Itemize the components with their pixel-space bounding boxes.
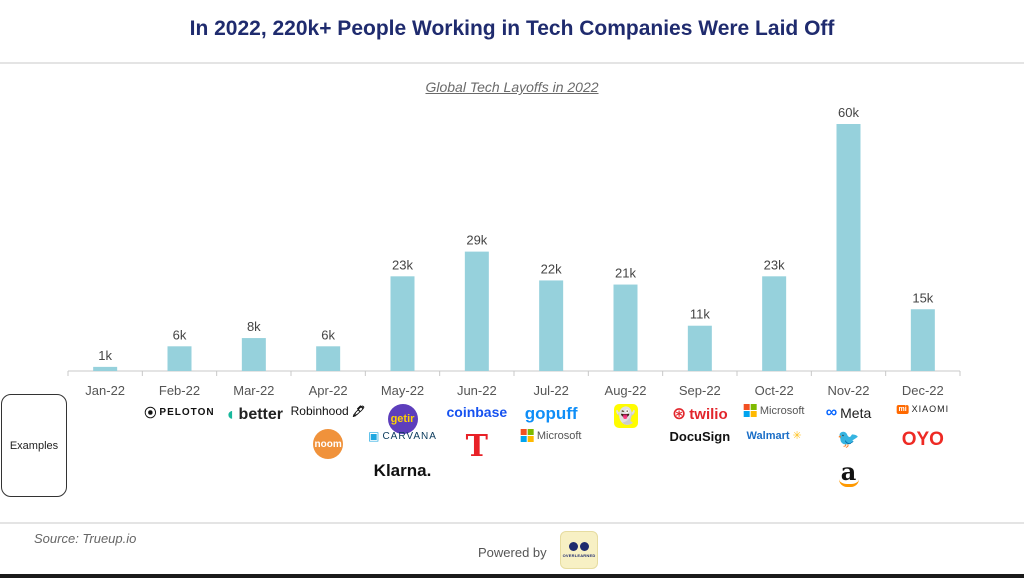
logo-mark-icon: ◖ xyxy=(224,404,236,424)
logo-text: DocuSign xyxy=(669,429,731,444)
snapchat-icon: 👻 xyxy=(613,404,638,428)
badge-text: OVERLEARNED xyxy=(562,553,596,558)
logo-text: noom xyxy=(314,438,342,450)
data-label: 8k xyxy=(247,319,261,334)
coinbase-logo: coinbase xyxy=(446,404,507,420)
powered-by-label: Powered by xyxy=(478,545,547,560)
data-label: 60k xyxy=(838,105,859,120)
logo-text: Microsoft xyxy=(759,404,805,417)
klarna-logo: Klarna. xyxy=(374,461,432,481)
data-label: 6k xyxy=(173,327,187,342)
x-tick-label: Jun-22 xyxy=(457,383,497,398)
logo-text: coinbase xyxy=(446,404,508,420)
logo-text: OYO xyxy=(901,429,944,450)
x-tick-label: Aug-22 xyxy=(605,383,647,398)
logo-mark-icon: ▣ xyxy=(368,429,380,443)
bar-chart: 1k Jan-22 6k Feb-22 8k Mar-22 6k Apr-22 23k May-2… xyxy=(67,105,961,398)
peloton-logo: ⦿ PELOTON xyxy=(144,404,214,421)
bar-jul-22 xyxy=(539,280,564,371)
footer-divider xyxy=(0,522,1024,524)
bar-may-22 xyxy=(390,276,415,371)
twitter-icon: 🐦 xyxy=(837,429,860,450)
bar-feb-22 xyxy=(167,346,192,371)
logo-text: CARVANA xyxy=(382,430,437,442)
bar-aug-22 xyxy=(613,284,638,371)
data-label: 23k xyxy=(392,257,413,272)
x-tick-label: Oct-22 xyxy=(755,383,794,398)
xiaomi-logo: mi XIAOMI xyxy=(896,404,949,414)
microsoft-squares-icon xyxy=(520,429,534,442)
x-tick-label: Jan-22 xyxy=(85,383,125,398)
microsoft-logo: Microsoft xyxy=(520,429,582,442)
microsoft-logo: Microsoft xyxy=(743,404,805,417)
x-tick-label: Mar-22 xyxy=(233,383,274,398)
logo-mark-icon: ⦿ xyxy=(144,406,157,420)
logo-mark-icon: 🖋 xyxy=(351,405,366,418)
logo-text: Klarna. xyxy=(373,461,432,480)
logo-text: getir xyxy=(390,413,415,425)
gopuff-logo: gopuff xyxy=(525,404,578,424)
logo-text: twilio xyxy=(689,405,728,423)
x-tick-label: Nov-22 xyxy=(828,383,870,398)
walmart-logo: Walmart ✳ xyxy=(746,429,802,443)
x-tick-label: Jul-22 xyxy=(533,383,568,398)
data-label: 22k xyxy=(541,261,562,276)
logo-text: Meta xyxy=(840,405,872,421)
bar-jan-22 xyxy=(93,366,118,371)
logo-text: better xyxy=(238,405,283,423)
data-label: 15k xyxy=(912,290,933,305)
data-label: 21k xyxy=(615,266,636,281)
source-note: Source: Trueup.io xyxy=(34,531,137,546)
oyo-logo: OYO xyxy=(902,429,944,451)
logo-text: XIAOMI xyxy=(911,404,950,414)
x-tick-label: Dec-22 xyxy=(902,383,944,398)
header-bar: In 2022, 220k+ People Working in Tech Co… xyxy=(0,0,1024,64)
data-label: 23k xyxy=(764,257,785,272)
logo-text: PELOTON xyxy=(159,407,215,418)
bar-oct-22 xyxy=(762,276,787,371)
data-label: 11k xyxy=(690,307,710,322)
x-tick-label: Feb-22 xyxy=(159,383,200,398)
logo-text: Robinhood xyxy=(290,404,349,418)
chart-title: Global Tech Layoffs in 2022 xyxy=(425,79,599,95)
data-label: 6k xyxy=(321,327,335,342)
x-tick-label: Apr-22 xyxy=(309,383,348,398)
examples-label: Examples xyxy=(1,394,67,497)
better-logo: ◖ better xyxy=(225,404,283,425)
overlearned-logo: OVERLEARNED xyxy=(560,531,598,569)
bar-sep-22 xyxy=(687,325,712,371)
x-tick-label: May-22 xyxy=(381,383,424,398)
noom-logo: noom xyxy=(313,429,344,459)
data-label: 29k xyxy=(466,233,487,248)
bar-nov-22 xyxy=(836,124,861,371)
bar-jun-22 xyxy=(464,251,489,371)
bottom-rule xyxy=(0,574,1024,578)
bar-mar-22 xyxy=(241,338,266,371)
tesla-icon: T xyxy=(465,429,488,464)
logo-text: gopuff xyxy=(524,404,578,423)
page-title: In 2022, 220k+ People Working in Tech Co… xyxy=(189,17,835,40)
microsoft-squares-icon xyxy=(743,404,757,417)
x-tick-label: Sep-22 xyxy=(679,383,721,398)
bar-apr-22 xyxy=(316,346,341,371)
logo-text: Microsoft xyxy=(536,429,582,442)
carvana-logo: ▣ CARVANA xyxy=(368,429,437,443)
xiaomi-mark-icon: mi xyxy=(896,404,909,414)
robinhood-logo: Robinhood 🖋 xyxy=(291,404,366,418)
getir-logo: getir xyxy=(387,404,418,434)
logo-mark-icon: ✳ xyxy=(792,430,802,442)
amazon-icon: a xyxy=(838,460,859,487)
logo-mark-icon: ∞ xyxy=(825,404,838,421)
logo-text: Walmart xyxy=(746,429,790,442)
docusign-logo: DocuSign xyxy=(669,429,730,444)
twilio-logo: ⊛ twilio xyxy=(672,404,728,424)
data-label: 1k xyxy=(98,348,112,363)
logo-mark-icon: ⊛ xyxy=(672,404,687,423)
bar-dec-22 xyxy=(910,309,935,371)
meta-logo: ∞ Meta xyxy=(826,404,872,422)
